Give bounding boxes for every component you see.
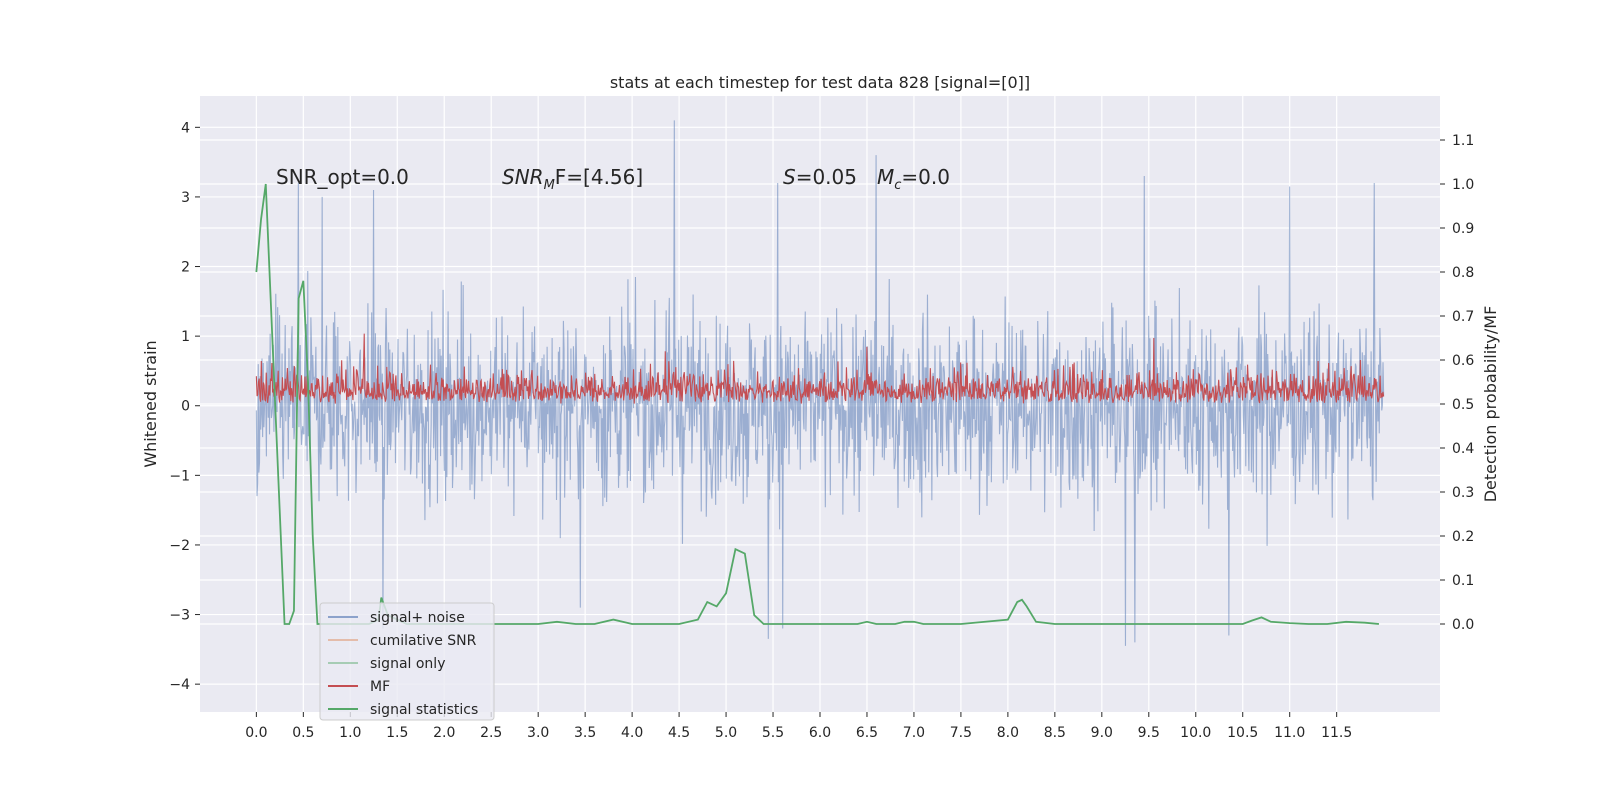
x-tick-label-10: 5.0 bbox=[715, 725, 737, 741]
annotation-mc-value: =0.0 bbox=[901, 165, 950, 189]
annotation-snr-opt: SNR_opt=0.0 bbox=[276, 165, 409, 189]
y-tick-label-right-6: 0.5 bbox=[1452, 397, 1474, 413]
x-tick-label-9: 4.5 bbox=[668, 725, 690, 741]
legend: signal+ noise cumilative SNR signal only MF… bbox=[319, 602, 495, 721]
x-tick-label-13: 6.5 bbox=[856, 725, 878, 741]
annotation-s-var: S bbox=[783, 165, 796, 189]
x-tick-label-5: 2.5 bbox=[480, 725, 502, 741]
y-tick-label-right-1: 1.0 bbox=[1452, 177, 1474, 193]
legend-label-0: signal+ noise bbox=[370, 610, 465, 626]
x-tick-label-7: 3.5 bbox=[574, 725, 596, 741]
annotation-s: S=0.05 bbox=[783, 165, 857, 189]
x-axis: 0.0 0.5 1.0 1.5 2.0 2.5 3.0 3.5 4.0 4.5 5.0 5.5 6.0 6… bbox=[245, 712, 1352, 741]
y-tick-label-right-0: 1.1 bbox=[1452, 133, 1474, 149]
x-tick-label-18: 9.0 bbox=[1091, 725, 1113, 741]
y-tick-label-left-7: −3 bbox=[169, 608, 190, 624]
x-tick-label-12: 6.0 bbox=[809, 725, 831, 741]
y-axis-label-left: Whitened strain bbox=[141, 340, 160, 467]
y-tick-label-left-3: 1 bbox=[181, 329, 190, 345]
series-signal-statistics bbox=[255, 183, 1380, 625]
x-tick-label-21: 10.5 bbox=[1227, 725, 1258, 741]
y-axis-left: 4 3 2 1 0 −1 −2 −3 −4 bbox=[169, 120, 200, 693]
annotation-mc-sub: c bbox=[894, 178, 901, 193]
y-tick-label-right-9: 0.2 bbox=[1452, 529, 1474, 545]
legend-box bbox=[319, 602, 495, 721]
y-axis-label-right: Detection probability/MF bbox=[1481, 306, 1500, 503]
x-tick-label-15: 7.5 bbox=[950, 725, 972, 741]
y-tick-label-left-4: 0 bbox=[181, 399, 190, 415]
legend-label-4: signal statistics bbox=[370, 702, 478, 718]
y-tick-label-right-8: 0.3 bbox=[1452, 485, 1474, 501]
y-tick-label-right-5: 0.6 bbox=[1452, 353, 1474, 369]
x-tick-label-22: 11.0 bbox=[1274, 725, 1305, 741]
annotation-snr-mf-after: F=[4.56] bbox=[555, 165, 643, 189]
annotation-snr-mf-sub: M bbox=[544, 178, 555, 193]
x-tick-label-3: 1.5 bbox=[386, 725, 408, 741]
y-tick-label-left-6: −2 bbox=[169, 538, 190, 554]
plot-area bbox=[255, 120, 1385, 646]
annotation-mc-var: M bbox=[877, 165, 894, 189]
x-tick-label-11: 5.5 bbox=[762, 725, 784, 741]
y-tick-label-right-11: 0.0 bbox=[1452, 617, 1474, 633]
x-tick-label-17: 8.5 bbox=[1044, 725, 1066, 741]
x-tick-label-8: 4.0 bbox=[621, 725, 643, 741]
x-tick-label-16: 8.0 bbox=[997, 725, 1019, 741]
y-tick-label-right-2: 0.9 bbox=[1452, 221, 1474, 237]
series-mf bbox=[255, 333, 1385, 404]
y-tick-label-right-10: 0.1 bbox=[1452, 573, 1474, 589]
y-tick-label-left-2: 2 bbox=[181, 260, 190, 276]
x-tick-label-20: 10.0 bbox=[1180, 725, 1211, 741]
x-tick-label-4: 2.0 bbox=[433, 725, 455, 741]
x-tick-label-23: 11.5 bbox=[1321, 725, 1352, 741]
legend-label-2: signal only bbox=[370, 656, 445, 672]
chart-title: stats at each timestep for test data 828… bbox=[610, 73, 1030, 92]
y-tick-label-left-1: 3 bbox=[181, 190, 190, 206]
y-tick-label-right-7: 0.4 bbox=[1452, 441, 1474, 457]
legend-label-3: MF bbox=[370, 679, 390, 695]
y-axis-right: 1.1 1.0 0.9 0.8 0.7 0.6 0.5 0.4 0.3 0.2 0.1 0.0 bbox=[1440, 133, 1474, 633]
x-tick-label-2: 1.0 bbox=[339, 725, 361, 741]
annotations: SNR_opt=0.0 SNRMF=[4.56] S=0.05 Mc=0.0 bbox=[276, 165, 950, 193]
x-tick-label-0: 0.0 bbox=[245, 725, 267, 741]
annotation-snr-mf: SNRMF=[4.56] bbox=[502, 165, 643, 193]
y-tick-label-left-0: 4 bbox=[181, 120, 190, 136]
annotation-mc: Mc=0.0 bbox=[877, 165, 950, 193]
annotation-s-value: =0.05 bbox=[796, 165, 857, 189]
y-tick-label-right-4: 0.7 bbox=[1452, 309, 1474, 325]
x-tick-label-1: 0.5 bbox=[292, 725, 314, 741]
legend-label-1: cumilative SNR bbox=[370, 633, 477, 649]
x-tick-label-14: 7.0 bbox=[903, 725, 925, 741]
y-tick-label-left-8: −4 bbox=[169, 677, 190, 693]
x-tick-label-19: 9.5 bbox=[1138, 725, 1160, 741]
x-tick-label-6: 3.0 bbox=[527, 725, 549, 741]
y-tick-label-left-5: −1 bbox=[169, 468, 190, 484]
y-tick-label-right-3: 0.8 bbox=[1452, 265, 1474, 281]
annotation-snr-mf-main: SNR bbox=[502, 165, 544, 189]
